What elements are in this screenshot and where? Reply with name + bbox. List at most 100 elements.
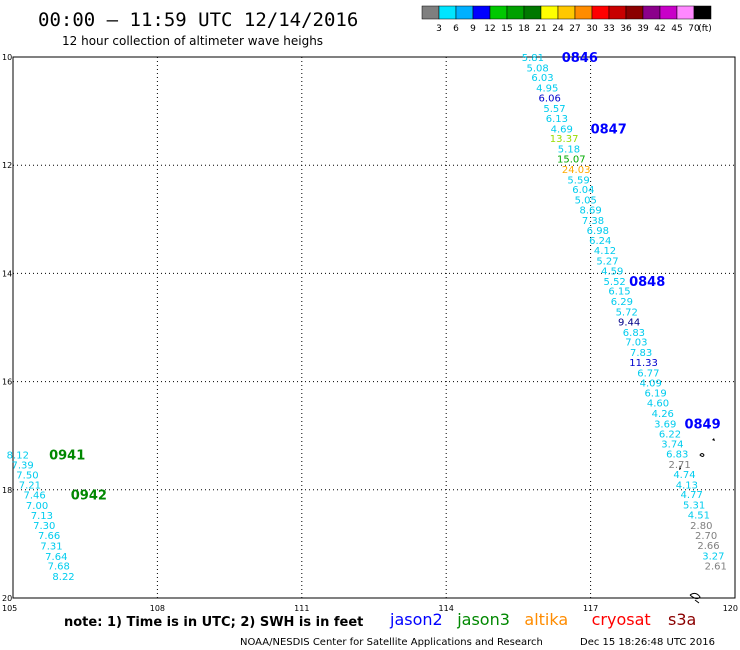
y-tick-label: 20 xyxy=(2,594,12,603)
legend-cryosat: cryosat xyxy=(592,610,651,629)
x-tick-label: 117 xyxy=(583,604,598,613)
wave-height-value: 4.74 xyxy=(673,470,695,481)
wave-height-value: 5.59 xyxy=(567,175,589,186)
wave-height-value: 4.77 xyxy=(681,490,703,501)
colorbar: 3 6 9 12 15 18 21 24 27 30 33 36 39 42 45 70(ft) xyxy=(421,5,712,34)
wave-height-value: 7.46 xyxy=(24,491,46,502)
colorbar-label: 6 xyxy=(453,24,459,34)
wave-height-value: 2.70 xyxy=(695,531,717,542)
wave-height-value: 6.22 xyxy=(659,430,681,441)
colorbar-swatch xyxy=(540,5,559,20)
legend-s3a: s3a xyxy=(668,610,696,629)
wave-height-value: 2.80 xyxy=(690,521,712,532)
wave-height-value: 7.13 xyxy=(31,511,53,522)
wave-height-value: 6.13 xyxy=(546,114,568,125)
wave-height-value: 7.39 xyxy=(11,460,33,471)
colorbar-swatch xyxy=(523,5,542,20)
wave-height-value: 8.69 xyxy=(579,206,601,217)
wave-height-value: 4.09 xyxy=(640,379,662,390)
wave-height-value: 15.07 xyxy=(557,155,586,166)
wave-height-value: 11.33 xyxy=(629,358,658,369)
colorbar-swatch xyxy=(574,5,593,20)
colorbar-label: 9 xyxy=(470,24,476,34)
pass-time-label: 0846 xyxy=(562,51,598,66)
wave-height-value: 5.18 xyxy=(558,144,580,155)
satellite-legend: jason2 jason3 altika cryosat s3a xyxy=(389,610,696,629)
wave-height-value: 5.81 xyxy=(522,53,544,64)
wave-height-value: 7.66 xyxy=(38,531,60,542)
legend-jason3: jason3 xyxy=(456,610,510,629)
colorbar-swatch xyxy=(557,5,576,20)
wave-height-value: 6.29 xyxy=(611,297,633,308)
wave-height-value: 24.03 xyxy=(562,165,591,176)
wave-height-value: 5.72 xyxy=(616,307,638,318)
wave-height-value: 7.68 xyxy=(48,562,70,573)
wave-height-value: 4.69 xyxy=(551,124,573,135)
y-tick-label: 10 xyxy=(2,53,12,62)
plot-frame xyxy=(12,56,736,599)
wave-height-value: 6.77 xyxy=(637,368,659,379)
wave-height-value: 8.12 xyxy=(7,451,29,462)
colorbar-swatch xyxy=(659,5,678,20)
coastline-islands xyxy=(679,438,715,604)
wave-height-value: 3.69 xyxy=(654,419,676,430)
wave-height-value: 3.74 xyxy=(661,439,683,450)
wave-height-value: 6.15 xyxy=(608,287,630,298)
pass-time-label: 0849 xyxy=(684,417,720,432)
wave-height-value: 6.83 xyxy=(623,328,645,339)
colorbar-unit: (ft) xyxy=(698,24,712,34)
colorbar-label: 30 xyxy=(586,24,598,34)
wave-height-value: 5.08 xyxy=(527,63,549,74)
y-tick-label: 18 xyxy=(2,486,12,495)
x-tick-label: 120 xyxy=(723,604,738,613)
colorbar-label: 70 xyxy=(688,24,700,34)
wave-height-value: 4.13 xyxy=(676,480,698,491)
pass-time-label: 0941 xyxy=(49,449,85,464)
wave-height-points: 5.815.086.034.956.065.576.134.6913.375.1… xyxy=(7,53,727,583)
wave-height-value: 5.52 xyxy=(604,277,626,288)
colorbar-label: 42 xyxy=(654,24,665,34)
wave-height-value: 5.27 xyxy=(596,256,618,267)
credit-text: NOAA/NESDIS Center for Satellite Applica… xyxy=(240,637,543,648)
legend-jason2: jason2 xyxy=(389,610,443,629)
colorbar-label: 24 xyxy=(552,24,564,34)
colorbar-swatch xyxy=(591,5,610,20)
x-tick-label: 105 xyxy=(2,604,17,613)
colorbar-label: 36 xyxy=(620,24,632,34)
wave-height-value: 6.24 xyxy=(589,236,611,247)
wave-height-value: 4.26 xyxy=(652,409,674,420)
plot-axes: 105 108 111 114 117 120 10 12 14 16 18 20 xyxy=(2,53,738,613)
colorbar-swatch xyxy=(421,5,440,20)
timestamp-text: Dec 15 18:26:48 UTC 2016 xyxy=(580,637,715,648)
wave-height-value: 8.22 xyxy=(52,572,74,583)
wave-height-value: 2.61 xyxy=(705,562,727,573)
colorbar-swatch xyxy=(489,5,508,20)
wave-height-value: 7.30 xyxy=(33,521,55,532)
colorbar-label: 27 xyxy=(569,24,580,34)
wave-height-value: 7.00 xyxy=(26,501,48,512)
pass-time-label: 0942 xyxy=(71,489,107,504)
wave-height-value: 2.66 xyxy=(697,541,719,552)
wave-height-value: 6.83 xyxy=(666,450,688,461)
time-labels: 0846 0847 0848 0849 0941 0942 xyxy=(49,51,721,504)
colorbar-label: 15 xyxy=(501,24,512,34)
colorbar-label: 33 xyxy=(603,24,614,34)
colorbar-swatch xyxy=(506,5,525,20)
colorbar-swatch xyxy=(642,5,661,20)
chart-title: 00:00 – 11:59 UTC 12/14/2016 xyxy=(38,9,358,31)
x-tick-label: 114 xyxy=(439,604,454,613)
wave-height-value: 6.98 xyxy=(587,226,609,237)
wave-height-value: 7.31 xyxy=(40,542,62,553)
x-tick-label: 108 xyxy=(150,604,165,613)
y-tick-label: 12 xyxy=(2,161,12,170)
wave-height-value: 7.21 xyxy=(19,480,41,491)
colorbar-label: 3 xyxy=(436,24,442,34)
chart-subtitle: 12 hour collection of altimeter wave hei… xyxy=(62,34,323,48)
wave-height-value: 6.03 xyxy=(531,73,553,84)
wave-height-value: 5.57 xyxy=(543,104,565,115)
wave-height-value: 9.44 xyxy=(618,318,640,329)
wave-height-value: 4.59 xyxy=(601,267,623,278)
wave-height-value: 4.51 xyxy=(688,511,710,522)
pass-time-label: 0848 xyxy=(629,275,665,290)
